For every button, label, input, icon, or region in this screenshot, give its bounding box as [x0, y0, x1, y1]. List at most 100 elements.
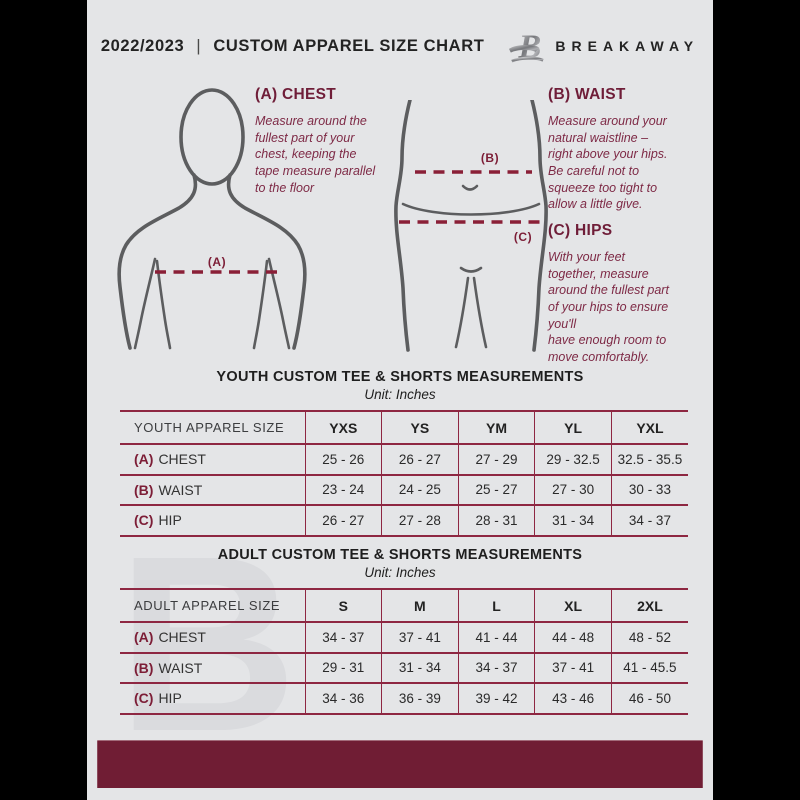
- column-header: YXL: [610, 411, 688, 444]
- size-cell: 44 - 48: [534, 621, 612, 653]
- page-title: CUSTOM APPAREL SIZE CHART: [213, 36, 485, 55]
- adult-header-row: ADULT APPAREL SIZE S M L XL 2XL: [120, 589, 688, 622]
- column-header: XL: [534, 589, 612, 622]
- row-prefix: (C): [134, 690, 154, 707]
- upper-body-diagram: (A): [117, 88, 307, 350]
- size-cell: 27 - 29: [457, 443, 535, 475]
- size-cell: 34 - 37: [457, 651, 535, 683]
- guide-text-line: With your feet: [548, 250, 626, 264]
- size-cell: 27 - 28: [381, 504, 459, 536]
- right-shoulder-arm-outline: [226, 173, 307, 350]
- guide-text-line: Measure around the: [255, 114, 367, 128]
- brand-lockup: B BREAKAWAY: [508, 26, 699, 66]
- row-prefix: (B): [134, 659, 154, 676]
- chest-guide-heading: (A) CHEST: [255, 86, 337, 103]
- row-label: CHEST: [158, 451, 206, 468]
- size-cell: 48 - 52: [610, 621, 688, 653]
- waist-guide: (B) WAIST Measure around your natural wa…: [548, 86, 703, 213]
- adult-section: ADULT CUSTOM TEE & SHORTS MEASUREMENTS U…: [87, 546, 713, 715]
- column-header: 2XL: [610, 589, 688, 622]
- crotch-curve: [459, 266, 483, 273]
- size-cell: 37 - 41: [534, 651, 612, 683]
- size-cell: 43 - 46: [534, 682, 612, 714]
- waist-guide-heading: (B) WAIST: [548, 86, 626, 103]
- guide-text-line: move comfortably.: [548, 349, 650, 364]
- size-cell: 27 - 30: [534, 473, 612, 505]
- row-prefix: (A): [134, 629, 154, 646]
- right-inner-arm-line: [267, 257, 291, 350]
- table-row: (B) WAIST 23 - 24 24 - 25 25 - 27 27 - 30…: [120, 473, 688, 505]
- size-cell: 34 - 37: [610, 504, 688, 536]
- table-row: (A) CHEST 34 - 37 37 - 41 41 - 44 44 - 48…: [120, 621, 688, 653]
- column-header: ADULT APPAREL SIZE: [134, 598, 281, 613]
- hip-curve-line: [401, 202, 541, 216]
- size-cell: 24 - 25: [381, 473, 459, 505]
- size-chart-page: B 2022/2023 | CUSTOM APPAREL SIZE CHART: [87, 0, 713, 800]
- size-cell: 26 - 27: [304, 504, 382, 536]
- row-label-cell: (C) HIP: [120, 504, 305, 536]
- row-label: WAIST: [158, 659, 203, 676]
- header: 2022/2023 | CUSTOM APPAREL SIZE CHART B: [87, 26, 713, 66]
- guide-text-line: Be careful not to: [548, 163, 640, 178]
- brand-name: BREAKAWAY: [555, 38, 700, 54]
- row-label-cell: (B) WAIST: [120, 651, 305, 683]
- column-header: YOUTH APPAREL SIZE: [134, 420, 285, 435]
- guide-text-line: squeeze too tight to: [548, 180, 658, 195]
- row-label-cell: (C) HIP: [120, 682, 305, 714]
- column-header: M: [381, 589, 459, 622]
- season-label: 2022/2023: [100, 36, 185, 55]
- guide-text-line: natural waistline –: [548, 130, 649, 145]
- adult-size-table: ADULT APPAREL SIZE S M L XL 2XL (A) CHEST…: [120, 588, 688, 715]
- row-prefix: (C): [134, 512, 154, 529]
- title-divider: |: [196, 36, 202, 55]
- size-cell: 25 - 26: [304, 443, 382, 475]
- size-cell: 30 - 33: [610, 473, 688, 505]
- guide-text-line: fullest part of your: [255, 130, 355, 145]
- row-prefix: (A): [134, 451, 154, 468]
- size-cell: 32.5 - 35.5: [610, 443, 688, 475]
- navel-mark: [461, 184, 479, 191]
- size-cell: 29 - 31: [304, 651, 382, 683]
- row-prefix: (B): [134, 481, 154, 498]
- youth-table-title: YOUTH CUSTOM TEE & SHORTS MEASUREMENTS: [216, 369, 584, 385]
- youth-section: YOUTH CUSTOM TEE & SHORTS MEASUREMENTS U…: [87, 368, 713, 537]
- chest-guide: (A) CHEST Measure around the fullest par…: [255, 86, 395, 196]
- column-header: YXS: [304, 411, 382, 444]
- size-cell: 46 - 50: [610, 682, 688, 714]
- size-cell: 36 - 39: [381, 682, 459, 714]
- size-cell: 28 - 31: [457, 504, 535, 536]
- row-label: CHEST: [158, 629, 206, 646]
- column-header: YS: [381, 411, 459, 444]
- guide-text-line: chest, keeping the: [255, 147, 357, 162]
- row-label-cell: (B) WAIST: [120, 473, 305, 505]
- left-shoulder-arm-outline: [117, 173, 198, 350]
- guide-text-line: to the floor: [255, 180, 315, 195]
- right-side-outline: [530, 100, 548, 352]
- size-cell: 41 - 45.5: [610, 651, 688, 683]
- table-row: (A) CHEST 25 - 26 26 - 27 27 - 29 29 - 32…: [120, 443, 688, 475]
- left-inner-leg-line: [454, 276, 470, 349]
- guide-text-line: Measure around your: [548, 114, 667, 128]
- guide-text-line: right above your hips.: [548, 147, 668, 162]
- size-cell: 23 - 24: [304, 473, 382, 505]
- adult-table-title: ADULT CUSTOM TEE & SHORTS MEASUREMENTS: [217, 547, 583, 563]
- size-cell: 34 - 36: [304, 682, 382, 714]
- chest-measure-label: (A): [208, 255, 226, 269]
- size-cell: 41 - 44: [457, 621, 535, 653]
- adult-table-unit: Unit: Inches: [364, 565, 436, 580]
- left-inner-arm-line: [133, 257, 157, 350]
- waist-measure-label: (B): [481, 151, 499, 165]
- row-label-cell: (A) CHEST: [120, 621, 305, 653]
- head-outline: [179, 88, 245, 186]
- guide-text-line: allow a little give.: [548, 197, 643, 212]
- column-header: S: [304, 589, 382, 622]
- guide-text-line: together, measure: [548, 266, 649, 281]
- size-cell: 31 - 34: [534, 504, 612, 536]
- youth-size-table: YOUTH APPAREL SIZE YXS YS YM YL YXL (A) C…: [120, 410, 688, 537]
- row-label: HIP: [158, 690, 182, 707]
- hip-measure-label: (C): [514, 230, 532, 244]
- right-inner-leg-line: [472, 276, 488, 349]
- document-title: 2022/2023 | CUSTOM APPAREL SIZE CHART: [101, 36, 485, 56]
- size-cell: 29 - 32.5: [534, 443, 612, 475]
